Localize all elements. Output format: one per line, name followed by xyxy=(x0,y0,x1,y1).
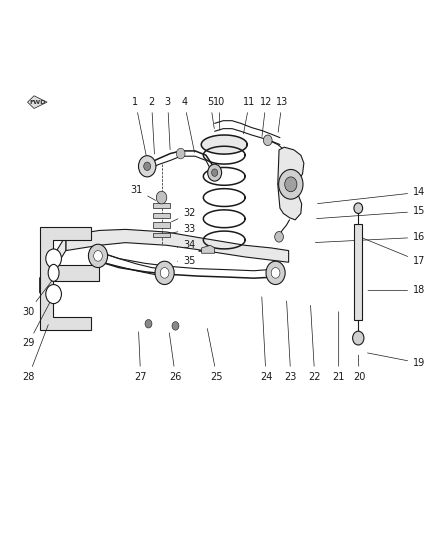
Polygon shape xyxy=(28,96,47,109)
Text: 27: 27 xyxy=(134,332,147,382)
Text: 12: 12 xyxy=(260,97,272,136)
Circle shape xyxy=(46,285,61,304)
Text: 28: 28 xyxy=(22,325,48,382)
Text: 2: 2 xyxy=(148,97,155,154)
Circle shape xyxy=(138,156,156,177)
Circle shape xyxy=(271,268,280,278)
Text: 16: 16 xyxy=(315,232,425,243)
Polygon shape xyxy=(201,245,215,253)
Bar xyxy=(153,203,170,208)
Polygon shape xyxy=(201,135,247,154)
Text: 20: 20 xyxy=(353,355,365,382)
Text: 13: 13 xyxy=(276,97,288,132)
Polygon shape xyxy=(278,147,304,220)
Text: 31: 31 xyxy=(130,184,155,200)
Circle shape xyxy=(266,261,285,285)
Text: 29: 29 xyxy=(22,302,50,349)
Text: 5: 5 xyxy=(207,97,214,128)
Bar xyxy=(153,222,170,228)
Text: 35: 35 xyxy=(177,256,196,266)
Circle shape xyxy=(279,169,303,199)
Circle shape xyxy=(212,169,218,176)
Text: 3: 3 xyxy=(165,97,171,150)
Ellipse shape xyxy=(48,264,59,281)
Text: 15: 15 xyxy=(317,206,425,219)
Text: 18: 18 xyxy=(368,285,425,295)
Text: 30: 30 xyxy=(22,275,56,317)
Circle shape xyxy=(275,231,283,242)
Text: 21: 21 xyxy=(332,312,345,382)
Text: 10: 10 xyxy=(213,97,225,130)
Bar xyxy=(153,214,170,217)
Circle shape xyxy=(263,135,272,146)
Text: 32: 32 xyxy=(171,208,196,222)
Circle shape xyxy=(94,251,102,261)
Circle shape xyxy=(160,268,169,278)
Bar xyxy=(354,224,362,319)
Circle shape xyxy=(46,249,61,268)
Polygon shape xyxy=(66,229,289,262)
Circle shape xyxy=(172,321,179,330)
Circle shape xyxy=(177,148,185,159)
Text: 19: 19 xyxy=(367,353,425,368)
Text: 17: 17 xyxy=(361,237,425,266)
Text: 1: 1 xyxy=(132,97,147,158)
Circle shape xyxy=(155,261,174,285)
Text: 25: 25 xyxy=(207,329,223,382)
Circle shape xyxy=(145,319,152,328)
Text: 4: 4 xyxy=(181,97,194,152)
Circle shape xyxy=(88,244,108,268)
Polygon shape xyxy=(40,236,66,293)
Text: 26: 26 xyxy=(170,333,182,382)
Text: 11: 11 xyxy=(244,97,256,134)
Circle shape xyxy=(156,191,167,204)
Text: 33: 33 xyxy=(172,224,195,235)
Circle shape xyxy=(144,162,151,171)
Text: 34: 34 xyxy=(177,240,195,251)
Circle shape xyxy=(285,177,297,192)
Circle shape xyxy=(208,164,222,181)
Text: 14: 14 xyxy=(318,187,425,204)
Text: 22: 22 xyxy=(308,305,321,382)
Text: 24: 24 xyxy=(260,297,272,382)
Text: 23: 23 xyxy=(285,301,297,382)
Polygon shape xyxy=(40,227,99,330)
Circle shape xyxy=(353,331,364,345)
Circle shape xyxy=(354,203,363,214)
Bar xyxy=(153,232,170,237)
Text: FWD: FWD xyxy=(29,100,45,104)
